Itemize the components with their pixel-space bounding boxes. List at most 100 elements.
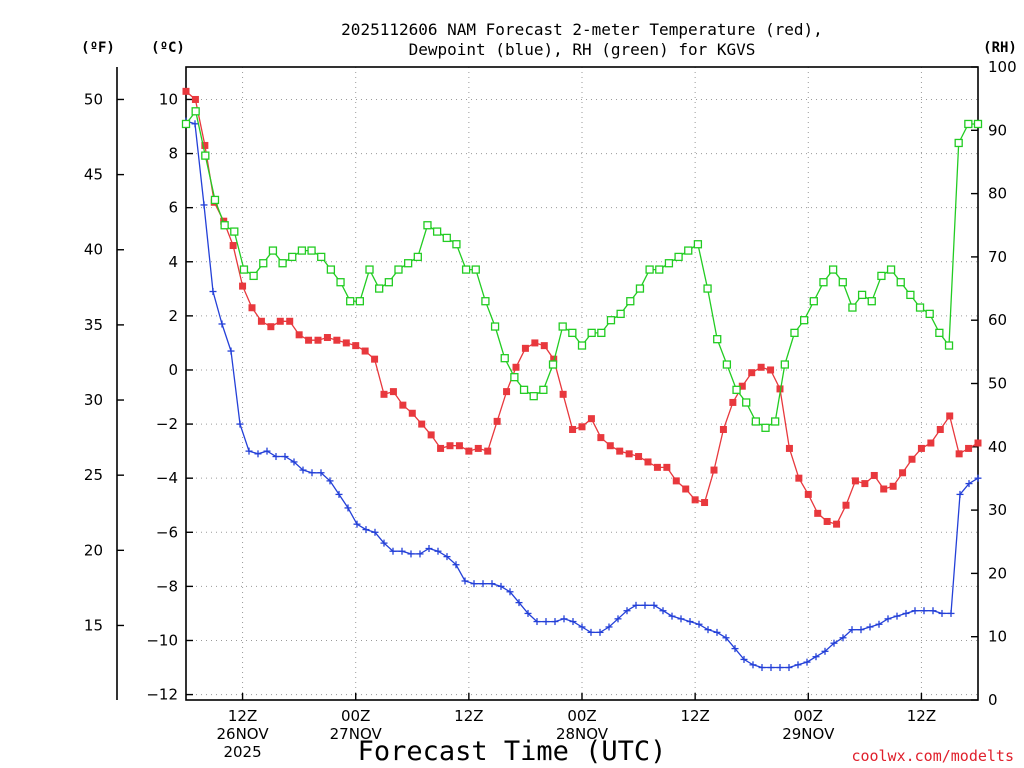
x-tick-label: 00Z (794, 707, 823, 725)
dewpoint-point (614, 615, 622, 623)
dewpoint-point (929, 607, 937, 615)
dewpoint-point (587, 628, 595, 636)
dewpoint-point (920, 607, 928, 615)
dewpoint-point (200, 201, 208, 209)
x-tick-label: 00Z (341, 707, 370, 725)
dewpoint-point (461, 577, 469, 585)
rh-point (828, 265, 838, 274)
temperature-point (427, 431, 435, 439)
dewpoint-point (947, 609, 955, 617)
rh-point (703, 284, 712, 293)
dewpoint-point (965, 480, 973, 488)
dewpoint-point (506, 588, 514, 596)
celsius-tick-label: 0 (168, 361, 178, 379)
rh-tick-label: 60 (988, 311, 1007, 329)
temperature-point (569, 425, 577, 433)
temperature-point (672, 477, 680, 485)
rh-point (915, 303, 925, 312)
rh-point (490, 322, 500, 331)
temperature-point (191, 95, 199, 103)
dewpoint-point (551, 618, 559, 626)
rh-point (886, 265, 896, 274)
rh-point (375, 284, 384, 293)
rh-point (500, 354, 509, 363)
rh-point (568, 328, 577, 338)
rh-point (558, 322, 567, 331)
celsius-tick-label: −4 (156, 469, 178, 487)
temperature-point (955, 450, 963, 458)
rh-tick-label: 10 (988, 628, 1007, 646)
rh-point (790, 328, 799, 338)
temperature-point (286, 317, 294, 325)
x-tick-label: 29NOV (782, 725, 835, 743)
dewpoint-point (794, 661, 802, 669)
dewpoint-point (812, 653, 820, 661)
temperature-point (295, 331, 303, 339)
dewpoint-point (290, 458, 298, 466)
temperature-point (908, 455, 916, 463)
series-dewpoint (182, 117, 982, 672)
dewpoint-point (317, 469, 325, 477)
dewpoint-point (470, 580, 478, 588)
rh-point (906, 290, 915, 300)
rh-point (481, 297, 490, 306)
fahrenheit-tick-label: 25 (84, 466, 103, 484)
temperature-point (870, 471, 878, 479)
temperature-point (399, 401, 407, 409)
temperature-point (493, 417, 501, 425)
fahrenheit-tick-label: 50 (84, 90, 103, 108)
rh-point (432, 227, 442, 236)
rh-point (529, 392, 538, 401)
rh-point (944, 341, 954, 350)
dewpoint-point (722, 634, 730, 642)
series-line (185, 109, 978, 429)
temperature-point (484, 447, 492, 455)
rh-point (268, 246, 278, 255)
temperature-point (738, 382, 746, 390)
temperature-point (305, 336, 313, 344)
temperature-point (606, 442, 614, 450)
temperature-point (965, 444, 973, 452)
temperature-point (323, 334, 331, 342)
dewpoint-point (218, 320, 226, 328)
rh-tick-label: 0 (988, 691, 998, 709)
temperature-point (842, 501, 850, 509)
temperature-point (616, 447, 624, 455)
dewpoint-point (713, 628, 721, 636)
dewpoint-point (641, 601, 649, 609)
rh-point (626, 297, 635, 306)
temperature-point (512, 363, 520, 371)
celsius-tick-label: 4 (168, 253, 178, 271)
temperature-point (795, 474, 803, 482)
rh-point (403, 259, 413, 268)
rh-axis-unit: (RH) (983, 40, 1017, 56)
x-tick-label: 28NOV (556, 725, 609, 743)
dewpoint-point (911, 607, 919, 615)
temperature-point (380, 390, 388, 398)
rh-tick-label: 80 (988, 185, 1007, 203)
rh-point (423, 221, 432, 230)
temperature-point (851, 477, 859, 485)
rh-point (336, 278, 345, 287)
temperature-point (644, 458, 652, 466)
temperature-point (521, 344, 529, 352)
celsius-tick-label: −2 (156, 415, 178, 433)
temperature-point (682, 485, 690, 493)
temperature-point (182, 87, 190, 95)
temperature-point (927, 439, 935, 447)
fahrenheit-tick-label: 30 (84, 391, 103, 409)
temperature-point (653, 463, 661, 471)
celsius-tick-label: 2 (168, 307, 178, 325)
rh-point (954, 138, 963, 148)
dewpoint-point (515, 599, 523, 607)
dewpoint-point (281, 453, 289, 461)
rh-point (645, 265, 654, 274)
temperature-point (635, 453, 643, 461)
rh-point (616, 309, 625, 319)
dewpoint-point (623, 607, 631, 615)
temperature-point (248, 304, 256, 312)
temperature-point (785, 444, 793, 452)
temperature-point (229, 242, 237, 250)
rh-point (355, 297, 365, 306)
x-tick-label: 00Z (567, 707, 596, 725)
